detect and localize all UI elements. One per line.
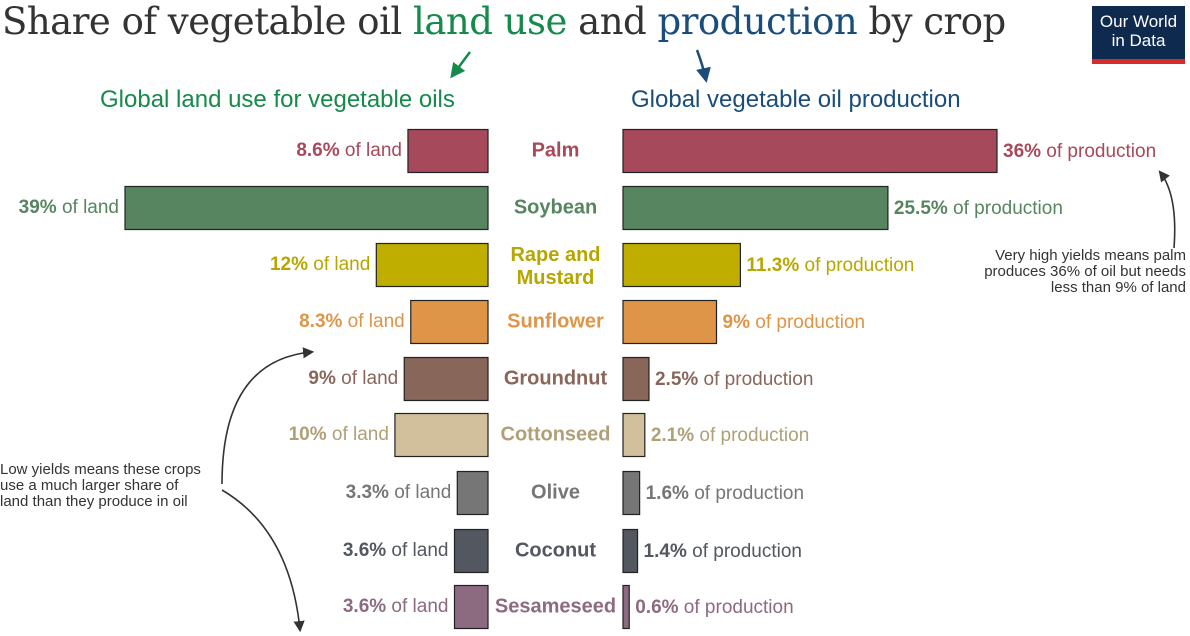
production-label-1: 25.5% of production (894, 198, 1063, 219)
title-part-3: production (657, 0, 858, 43)
production-bar-6 (622, 470, 641, 516)
production-subtitle: Global vegetable oil production (631, 86, 961, 113)
logo-line-2: in Data (1111, 31, 1166, 50)
production-label-4: 2.5% of production (655, 369, 813, 390)
land-bar-8 (453, 584, 489, 630)
land-bar-2 (375, 242, 489, 288)
category-label-0: Palm (532, 139, 580, 161)
land-label-1: 39% of land (19, 197, 119, 218)
land-bar-0 (407, 128, 489, 174)
production-bar-5 (622, 412, 646, 458)
logo-line-1: Our World (1099, 12, 1178, 31)
production-bar-3 (622, 299, 718, 345)
note-left-line-2: land than they produce in oil (0, 493, 188, 510)
land-label-2: 12% of land (270, 254, 370, 275)
production-label-6: 1.6% of production (646, 483, 804, 504)
chart-title: Share of vegetable oil land use and prod… (2, 0, 1006, 43)
production-bar-7 (622, 528, 639, 574)
land-label-4: 9% of land (308, 368, 398, 389)
category-label-8: Sesameseed (495, 595, 616, 617)
land-bar-7 (453, 528, 489, 574)
palm-annotation: Very high yields means palm produces 36% … (958, 248, 1186, 296)
production-label-3: 9% of production (723, 312, 866, 333)
note-right-line-1: produces 36% of oil but needs (984, 263, 1186, 280)
title-part-1: land use (413, 0, 567, 43)
category-label-3: Sunflower (507, 310, 604, 332)
title-part-2: and (566, 0, 658, 43)
land-label-0: 8.6% of land (296, 140, 402, 161)
low-yield-arrow-up (221, 347, 315, 485)
land-bar-6 (456, 470, 489, 516)
category-label-7: Coconut (515, 539, 596, 561)
land-bar-3 (410, 299, 489, 345)
production-bar-4 (622, 356, 650, 402)
note-left-line-1: use a much larger share of (0, 477, 179, 494)
category-label-1: Soybean (514, 196, 597, 218)
category-label-5: Cottonseed (501, 423, 611, 445)
note-right-line-2: less than 9% of land (1050, 279, 1186, 296)
land-label-3: 8.3% of land (299, 311, 405, 332)
low-yield-arrow-down (221, 489, 305, 633)
production-bar-1 (622, 185, 889, 231)
category-label-6: Olive (531, 481, 580, 503)
land-use-subtitle: Global land use for vegetable oils (100, 86, 455, 113)
note-right-line-0: Very high yields means palm (995, 247, 1186, 264)
land-bar-4 (403, 356, 489, 402)
land-bar-1 (124, 185, 489, 231)
production-label-5: 2.1% of production (651, 425, 809, 446)
production-bar-0 (622, 128, 998, 174)
land-label-7: 3.6% of land (343, 540, 449, 561)
land-label-6: 3.3% of land (346, 482, 452, 503)
land-bar-5 (394, 412, 489, 458)
note-left-line-0: Low yields means these crops (0, 461, 201, 478)
category-label-4: Groundnut (504, 367, 608, 389)
land-use-arrow (450, 51, 471, 79)
low-yield-annotation: Low yields means these crops use a much l… (0, 462, 230, 510)
production-bar-2 (622, 242, 741, 288)
production-bar-8 (622, 584, 630, 630)
production-label-8: 0.6% of production (635, 597, 793, 618)
owid-logo: Our World in Data (1092, 6, 1185, 64)
land-label-5: 10% of land (289, 424, 389, 445)
land-label-8: 3.6% of land (343, 596, 449, 617)
production-arrow (695, 49, 711, 83)
production-label-7: 1.4% of production (644, 541, 802, 562)
production-label-2: 11.3% of production (746, 255, 914, 276)
palm-annotation-arrow (1158, 170, 1176, 249)
title-part-0: Share of vegetable oil (2, 0, 414, 43)
production-label-0: 36% of production (1003, 141, 1156, 162)
title-part-4: by crop (857, 0, 1006, 43)
category-label-2: Rape and Mustard (510, 244, 600, 289)
